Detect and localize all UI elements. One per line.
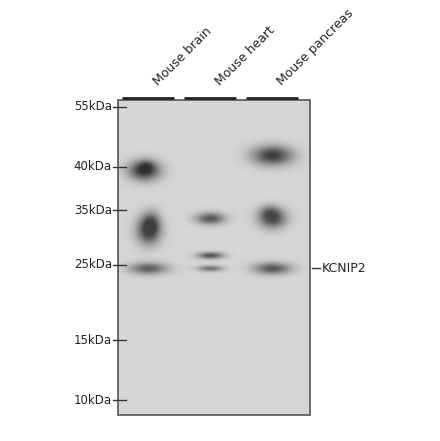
Text: 25kDa: 25kDa bbox=[74, 258, 112, 272]
Text: 35kDa: 35kDa bbox=[74, 203, 112, 217]
Bar bbox=[118, 100, 310, 415]
Text: KCNIP2: KCNIP2 bbox=[322, 262, 367, 274]
Text: 40kDa: 40kDa bbox=[74, 161, 112, 173]
Text: 55kDa: 55kDa bbox=[74, 101, 112, 113]
Text: 10kDa: 10kDa bbox=[74, 393, 112, 407]
Text: Mouse pancreas: Mouse pancreas bbox=[275, 7, 356, 88]
Text: 15kDa: 15kDa bbox=[74, 333, 112, 347]
Text: Mouse heart: Mouse heart bbox=[213, 24, 277, 88]
Text: Mouse brain: Mouse brain bbox=[151, 25, 214, 88]
